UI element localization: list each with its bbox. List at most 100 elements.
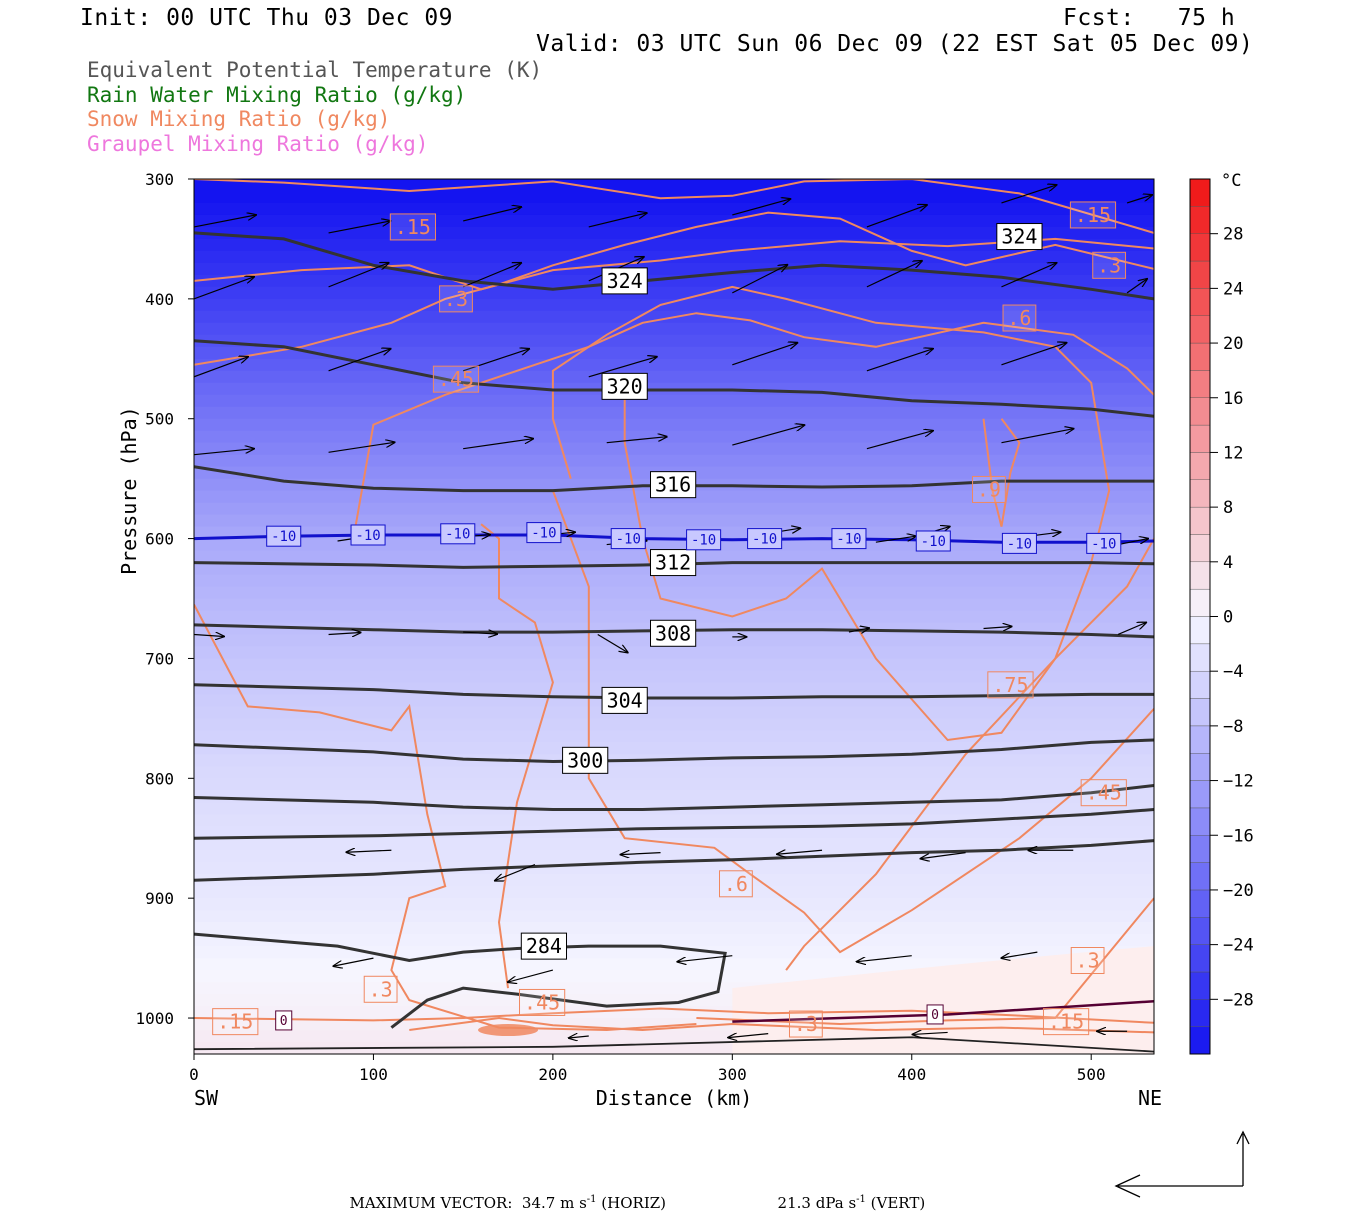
surface-boundary-line xyxy=(194,1036,1154,1053)
wind-vector xyxy=(1001,429,1073,444)
wind-vector xyxy=(346,850,392,852)
wind-vector xyxy=(875,536,916,543)
colorbar-tick-label: −8 xyxy=(1223,717,1243,737)
temp-band xyxy=(194,934,1154,947)
temp-band xyxy=(194,778,1154,791)
colorbar-bin xyxy=(1189,315,1211,344)
temp-band xyxy=(194,538,1154,552)
snow-label: .6 xyxy=(1007,306,1031,330)
theta-e-label: 320 xyxy=(607,374,643,398)
theta-e-label: 284 xyxy=(526,934,562,958)
isotherm-label-box xyxy=(915,530,951,552)
wind-vector xyxy=(777,850,823,854)
colorbar-bin xyxy=(1189,288,1211,316)
colorbar-bin xyxy=(1189,917,1211,945)
isotherm-label: -10 xyxy=(271,529,296,545)
y-tick-label: 400 xyxy=(145,290,174,309)
x-tick-label: 500 xyxy=(1077,1065,1106,1084)
init-time-label: Init: 00 UTC Thu 03 Dec 09 xyxy=(80,5,454,31)
theta-e-label-box xyxy=(996,223,1043,251)
snow-contour-line xyxy=(354,312,1154,527)
theta-e-label-box xyxy=(601,372,648,400)
wind-vector xyxy=(866,261,922,288)
wind-vector xyxy=(728,1034,769,1038)
y-tick-label: 300 xyxy=(145,170,174,189)
colorbar-tick-label: −28 xyxy=(1223,990,1254,1010)
theta-e-contour-line xyxy=(194,738,1154,764)
y-tick-label: 1000 xyxy=(135,1009,174,1028)
temp-band xyxy=(194,922,1154,935)
temperature-shading xyxy=(194,179,1154,1054)
colorbar-tick-label: −24 xyxy=(1223,936,1254,956)
wind-vector xyxy=(328,349,391,372)
x-tick-label: 300 xyxy=(718,1065,747,1084)
colorbar-bin xyxy=(1189,616,1211,645)
snow-max-blob xyxy=(478,1024,539,1037)
snow-label-box xyxy=(1002,304,1037,332)
isotherm-label-box xyxy=(1086,532,1122,554)
temp-band xyxy=(194,502,1154,516)
colorbar-bin xyxy=(1189,971,1211,1000)
temp-band xyxy=(194,586,1154,600)
wind-vector xyxy=(328,263,389,288)
temp-band xyxy=(194,418,1154,432)
theta-e-label: 304 xyxy=(607,688,643,712)
colorbar-tick-label: −4 xyxy=(1223,662,1243,682)
rain-label-box xyxy=(926,1004,944,1025)
colorbar-bin xyxy=(1189,397,1211,426)
wind-vector xyxy=(1153,358,1154,359)
snow-label-box xyxy=(719,870,753,898)
temp-band xyxy=(194,706,1154,719)
snow-label-box xyxy=(1092,251,1127,279)
temp-band xyxy=(194,394,1154,408)
colorbar-bin xyxy=(1189,780,1211,809)
theta-e-label: 308 xyxy=(655,621,691,645)
snow-contour-line xyxy=(409,1016,1154,1034)
wind-vector xyxy=(1126,195,1152,204)
colorbar-tick-label: 0 xyxy=(1223,608,1233,628)
theta-e-contour-line xyxy=(194,561,1154,569)
theta-e-contour-line xyxy=(194,808,1154,840)
rain-label: 0 xyxy=(280,1014,288,1029)
wind-vector xyxy=(1001,343,1066,366)
temp-band xyxy=(194,598,1154,612)
wind-vector xyxy=(495,864,536,881)
colorbar-tick-label: 24 xyxy=(1223,279,1243,299)
colorbar-bin xyxy=(1189,342,1211,371)
isotherm-label-box xyxy=(266,525,302,547)
colorbar-bin xyxy=(1189,534,1211,563)
isotherm-label: -10 xyxy=(616,531,641,547)
snow-label: .3 xyxy=(794,1012,818,1036)
rain-label-box xyxy=(275,1010,293,1031)
wind-vector xyxy=(1117,622,1146,636)
colorbar-bin xyxy=(1189,206,1211,234)
y-tick-label: 900 xyxy=(145,889,174,908)
wind-vector xyxy=(588,357,657,378)
colorbar-tick-label: −16 xyxy=(1223,826,1254,846)
y-tick-label: 800 xyxy=(145,769,174,788)
colorbar-tick-label: 8 xyxy=(1223,498,1233,518)
wind-vector xyxy=(328,442,395,453)
wind-vector xyxy=(462,349,529,372)
isotherm-label: -10 xyxy=(445,527,470,543)
ne-label: NE xyxy=(1138,1086,1162,1110)
isotherm-label: -10 xyxy=(531,525,556,541)
wind-vector xyxy=(732,425,804,446)
theta-e-contours xyxy=(194,231,1154,1053)
colorbar-tick-label: −12 xyxy=(1223,772,1254,792)
snow-label-box xyxy=(1042,1008,1090,1036)
wind-vector xyxy=(732,199,790,216)
wind-vector xyxy=(866,205,927,228)
forecast-hour-label: Fcst: 75 h xyxy=(1063,5,1236,31)
colorbar-bin xyxy=(1189,753,1211,781)
colorbar-bin xyxy=(1189,670,1211,699)
colorbar-tick-label: 20 xyxy=(1223,334,1243,354)
temp-band xyxy=(194,358,1154,372)
vert-vector-text: 21.3 dPa s xyxy=(777,1194,857,1212)
rain-label: 0 xyxy=(931,1008,939,1023)
snow-label: .3 xyxy=(444,287,468,311)
theta-e-contour-line xyxy=(194,231,1154,301)
isotherm-label: -10 xyxy=(355,528,380,544)
snow-label-box xyxy=(788,1010,823,1038)
x-tick-label: 200 xyxy=(538,1065,567,1084)
